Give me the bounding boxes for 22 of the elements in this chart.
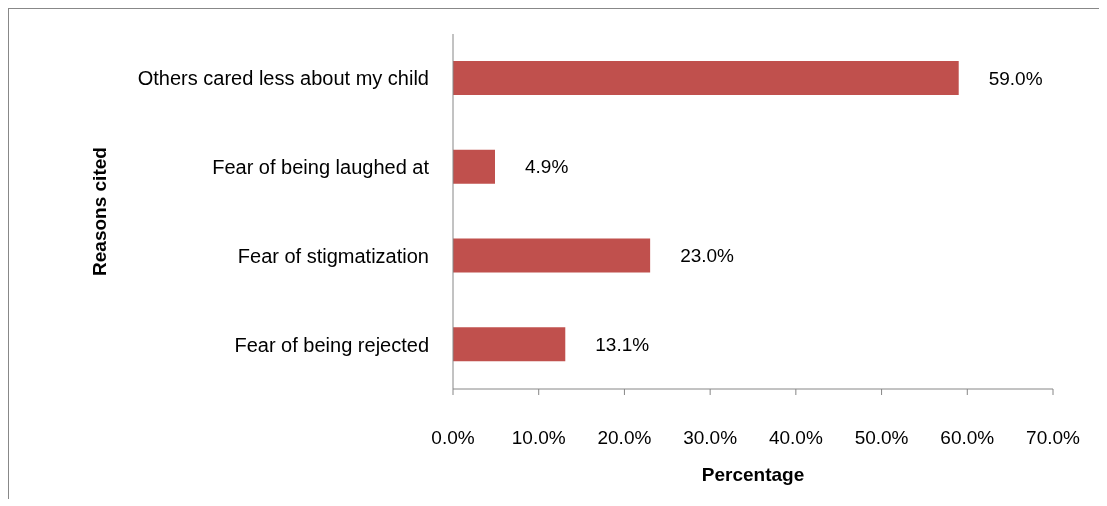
y-tick-label: Fear of stigmatization bbox=[237, 244, 429, 267]
bar bbox=[453, 238, 651, 273]
y-tick-label: Fear of being rejected bbox=[234, 333, 429, 356]
x-tick-label: 40.0% bbox=[768, 427, 823, 449]
data-label: 13.1% bbox=[595, 333, 650, 355]
x-tick-label: 30.0% bbox=[683, 427, 738, 449]
y-tick-label: Fear of being laughed at bbox=[212, 156, 430, 179]
x-tick-label: 50.0% bbox=[854, 427, 909, 449]
y-axis-title: Reasons cited bbox=[88, 147, 110, 276]
x-tick-label: 10.0% bbox=[511, 427, 566, 449]
bar bbox=[453, 61, 959, 95]
data-label: 59.0% bbox=[988, 67, 1043, 89]
bar bbox=[453, 327, 566, 362]
data-label: 23.0% bbox=[680, 245, 735, 267]
y-tick-label: Others cared less about my child bbox=[137, 67, 429, 90]
x-tick-label: 20.0% bbox=[597, 427, 652, 449]
x-tick-label: 0.0% bbox=[431, 427, 475, 449]
x-tick-label: 70.0% bbox=[1026, 427, 1081, 449]
x-axis-title: Percentage bbox=[701, 464, 805, 485]
data-label: 4.9% bbox=[525, 156, 569, 178]
x-tick-label: 60.0% bbox=[940, 427, 995, 449]
bar bbox=[453, 149, 495, 184]
